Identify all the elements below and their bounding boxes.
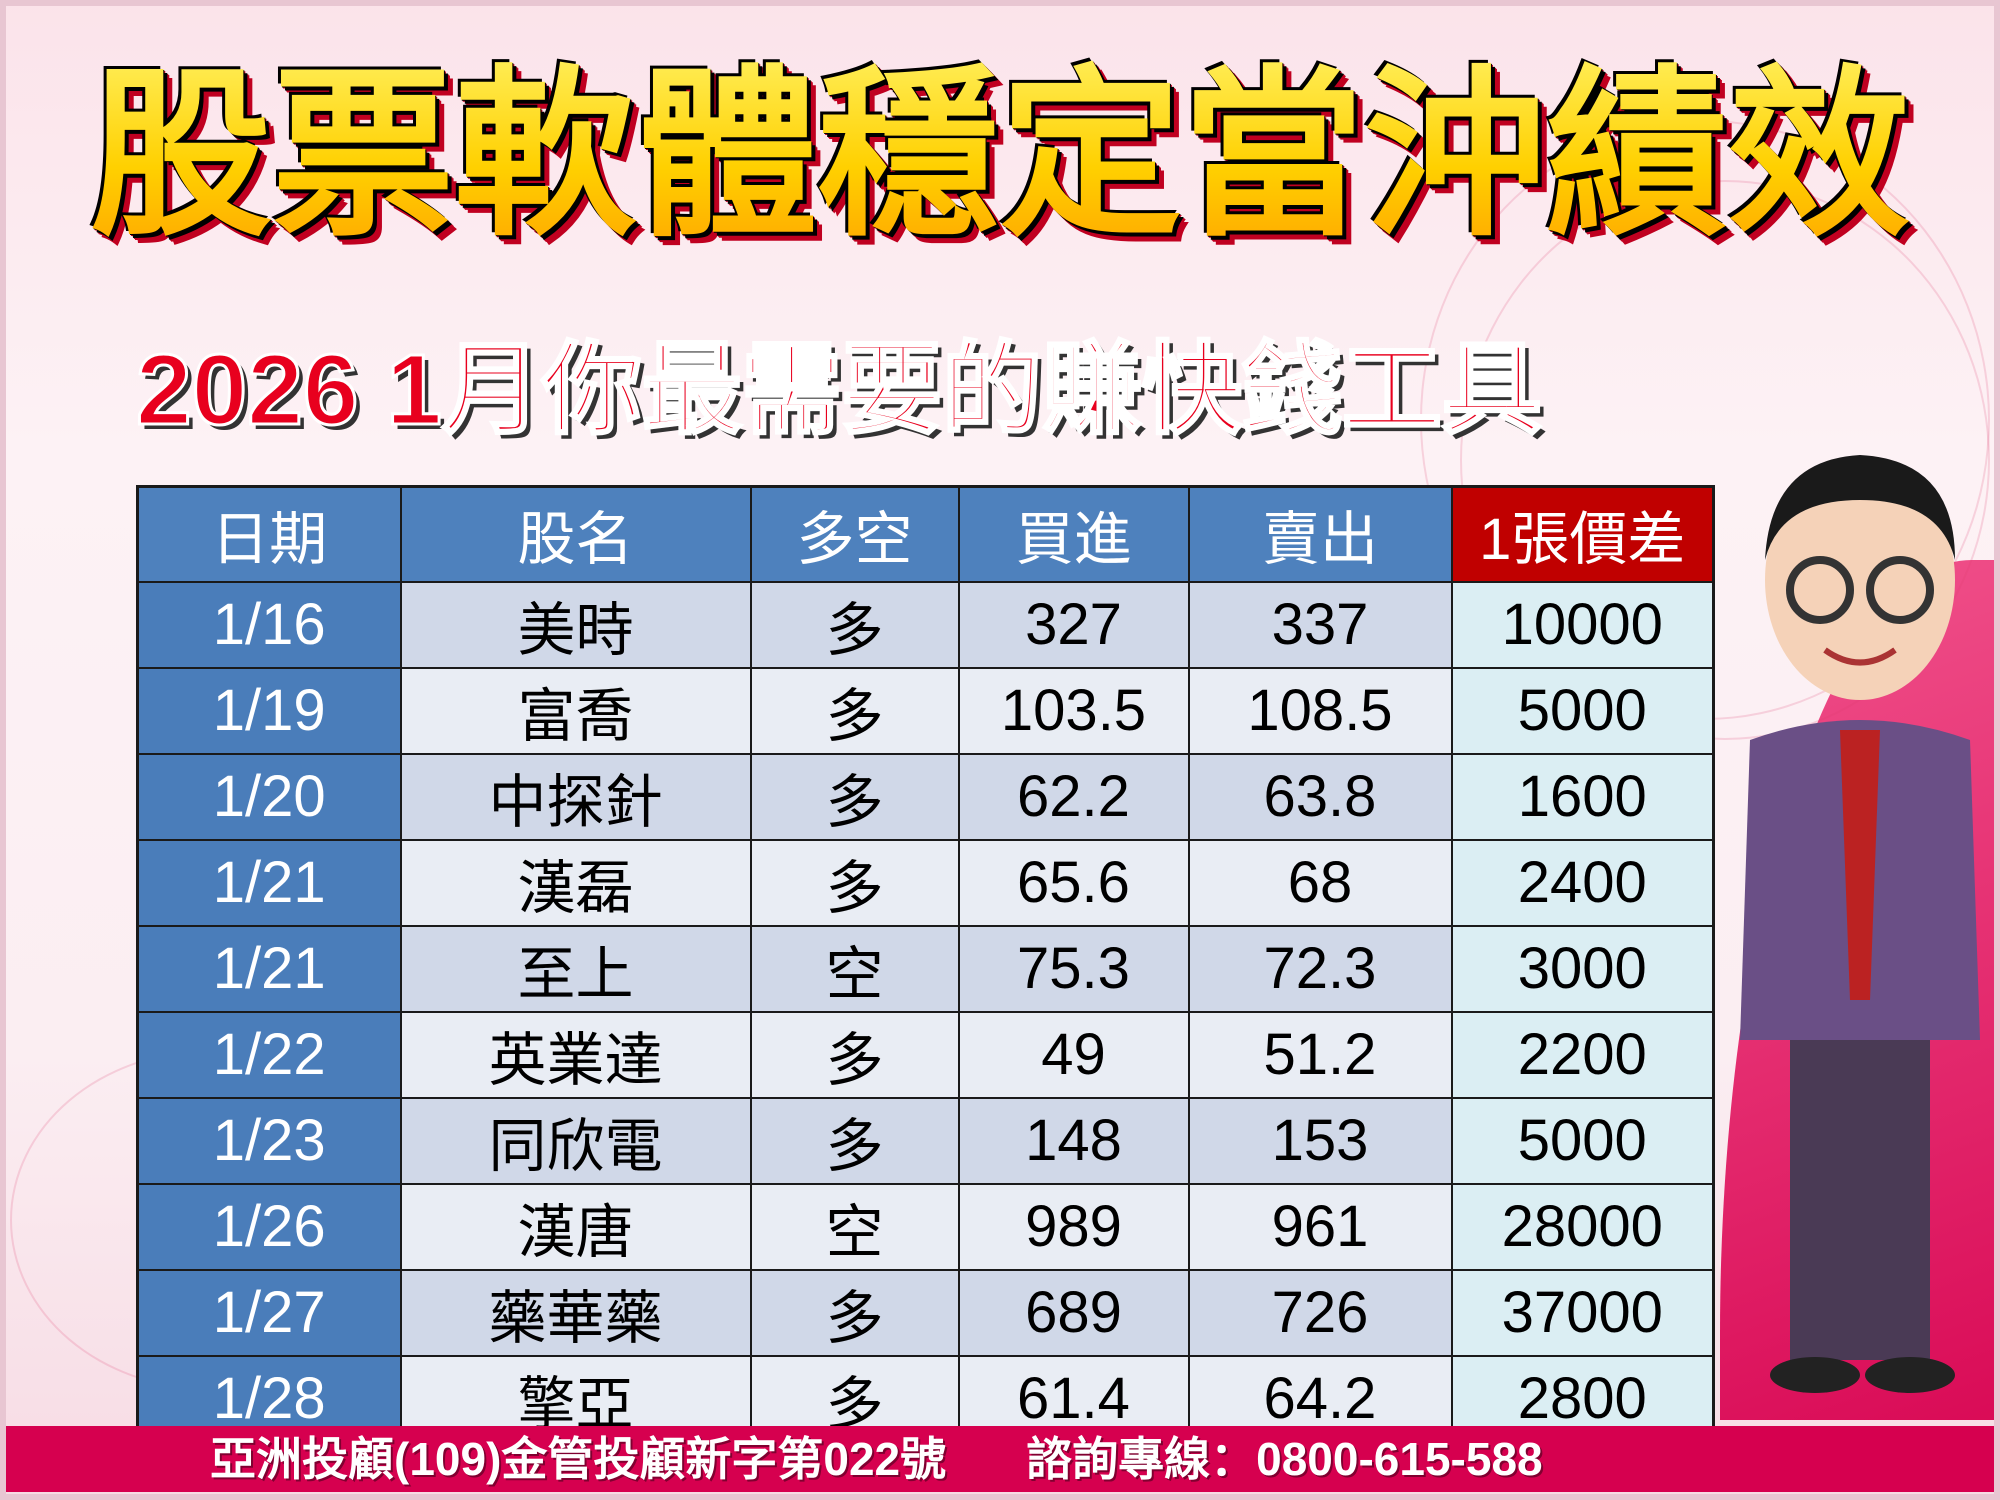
direction-cell: 多 <box>749 752 960 841</box>
date-cell: 1/19 <box>136 666 402 755</box>
date-cell: 1/20 <box>136 752 402 841</box>
profit-cell: 2200 <box>1450 1010 1715 1099</box>
buy-price-cell: 49 <box>957 1010 1190 1099</box>
stock-name-cell: 富喬 <box>399 666 752 755</box>
table-row: 1/23 同欣電多 148 153 5000 <box>136 1096 1715 1185</box>
stock-name-cell: 漢磊 <box>399 838 752 927</box>
buy-price-cell: 103.5 <box>957 666 1190 755</box>
profit-cell: 1600 <box>1450 752 1715 841</box>
table-row: 1/22 英業達多 49 51.2 2200 <box>136 1010 1715 1099</box>
stock-name-cell: 至上 <box>399 924 752 1013</box>
date-cell: 1/27 <box>136 1268 402 1357</box>
performance-table: 日期 股名 多空 買進 賣出 1張價差 1/16 美時多 327 337 10000 1/19 富喬多… <box>136 485 1715 1444</box>
stock-name-cell: 英業達 <box>399 1010 752 1099</box>
table-row: 1/27 藥華藥多 689 726 37000 <box>136 1268 1715 1357</box>
date-cell: 1/21 <box>136 838 402 927</box>
date-cell: 1/22 <box>136 1010 402 1099</box>
profit-cell: 28000 <box>1450 1182 1715 1271</box>
direction-cell: 多 <box>749 666 960 755</box>
sell-price-cell: 68 <box>1187 838 1453 927</box>
direction-cell: 空 <box>749 924 960 1013</box>
date-cell: 1/23 <box>136 1096 402 1185</box>
direction-cell: 多 <box>749 1268 960 1357</box>
date-cell: 1/21 <box>136 924 402 1013</box>
direction-cell: 多 <box>749 1010 960 1099</box>
buy-price-cell: 327 <box>957 580 1190 669</box>
table-row: 1/26 漢唐空 989 961 28000 <box>136 1182 1715 1271</box>
profit-cell: 37000 <box>1450 1268 1715 1357</box>
column-header: 日期 <box>136 485 402 583</box>
buy-price-cell: 75.3 <box>957 924 1190 1013</box>
buy-price-cell: 148 <box>957 1096 1190 1185</box>
profit-cell: 10000 <box>1450 580 1715 669</box>
direction-cell: 多 <box>749 838 960 927</box>
sell-price-cell: 51.2 <box>1187 1010 1453 1099</box>
sell-price-cell: 63.8 <box>1187 752 1453 841</box>
buy-price-cell: 62.2 <box>957 752 1190 841</box>
stock-name-cell: 中探針 <box>399 752 752 841</box>
profit-cell: 2400 <box>1450 838 1715 927</box>
date-cell: 1/26 <box>136 1182 402 1271</box>
stock-name-cell: 同欣電 <box>399 1096 752 1185</box>
sell-price-cell: 72.3 <box>1187 924 1453 1013</box>
stock-name-cell: 漢唐 <box>399 1182 752 1271</box>
profit-cell: 5000 <box>1450 1096 1715 1185</box>
table-row: 1/16 美時多 327 337 10000 <box>136 580 1715 669</box>
profit-cell: 5000 <box>1450 666 1715 755</box>
profit-cell: 3000 <box>1450 924 1715 1013</box>
page-title: 股票軟體穩定當沖績效 <box>20 30 1980 280</box>
sell-price-cell: 337 <box>1187 580 1453 669</box>
column-header: 股名 <box>399 485 752 583</box>
table-row: 1/21 至上空 75.3 72.3 3000 <box>136 924 1715 1013</box>
direction-cell: 空 <box>749 1182 960 1271</box>
license-text: 亞洲投顧(109)金管投顧新字第022號 <box>210 1433 947 1485</box>
stock-name-cell: 藥華藥 <box>399 1268 752 1357</box>
sell-price-cell: 153 <box>1187 1096 1453 1185</box>
date-cell: 1/16 <box>136 580 402 669</box>
buy-price-cell: 689 <box>957 1268 1190 1357</box>
column-header: 買進 <box>957 485 1190 583</box>
buy-price-cell: 989 <box>957 1182 1190 1271</box>
sell-price-cell: 961 <box>1187 1182 1453 1271</box>
direction-cell: 多 <box>749 1096 960 1185</box>
sell-price-cell: 108.5 <box>1187 666 1453 755</box>
column-header: 多空 <box>749 485 960 583</box>
decorative-wave <box>1460 180 1990 740</box>
table-row: 1/20 中探針多 62.2 63.8 1600 <box>136 752 1715 841</box>
hotline-text: 諮詢專線：0800-615-588 <box>1026 1433 1543 1485</box>
table-row: 1/19 富喬多 103.5 108.5 5000 <box>136 666 1715 755</box>
subtitle: 2026 1月你最需要的賺快錢工具 <box>135 333 1544 448</box>
stock-name-cell: 美時 <box>399 580 752 669</box>
buy-price-cell: 65.6 <box>957 838 1190 927</box>
table-row: 1/21 漢磊多 65.6 68 2400 <box>136 838 1715 927</box>
column-header: 1張價差 <box>1450 485 1715 583</box>
footer-banner: 亞洲投顧(109)金管投顧新字第022號 諮詢專線：0800-615-588 <box>0 1426 2000 1492</box>
table-header-row: 日期 股名 多空 買進 賣出 1張價差 <box>136 485 1715 583</box>
presenter-illustration <box>1740 455 1980 1393</box>
sell-price-cell: 726 <box>1187 1268 1453 1357</box>
column-header: 賣出 <box>1187 485 1453 583</box>
direction-cell: 多 <box>749 580 960 669</box>
